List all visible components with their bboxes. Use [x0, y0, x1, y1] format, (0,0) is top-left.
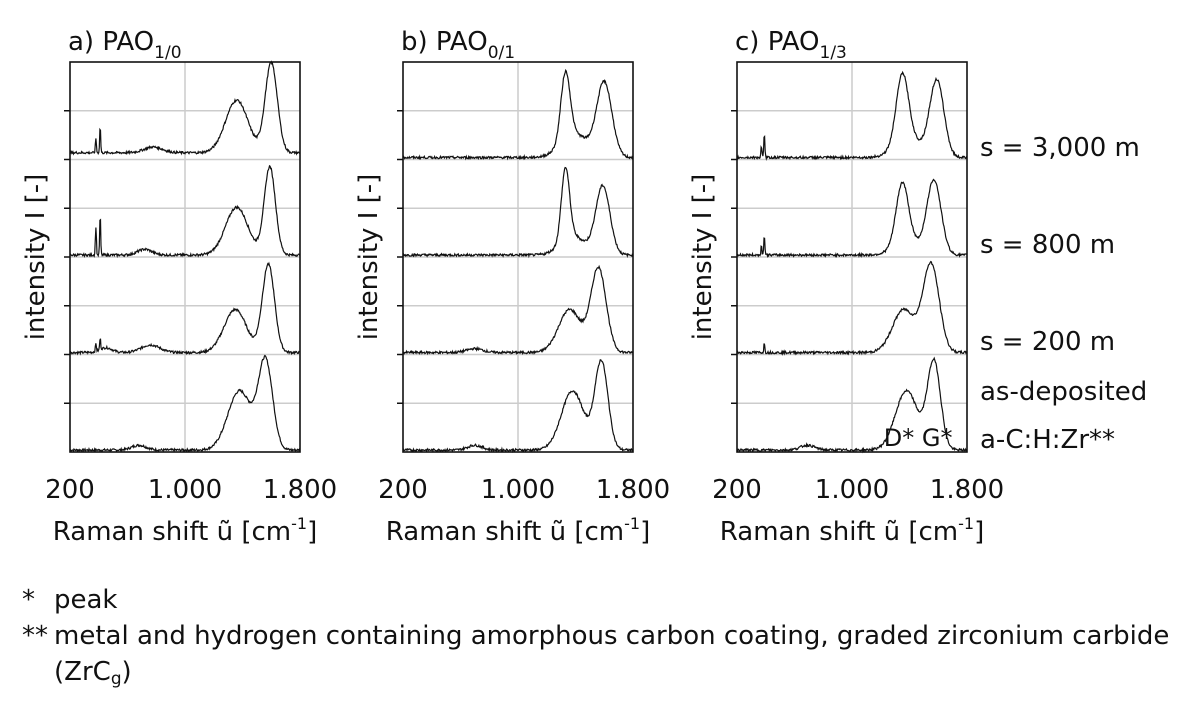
row-label-s3000: s = 3,000 m	[980, 133, 1140, 163]
footnote-1-text: peak	[54, 585, 118, 615]
footnote-1: * peak	[22, 582, 1169, 618]
chart-panel-1: 200 1.000 1.800 Raman shift ũ [cm-1] intensi…	[21, 27, 337, 547]
x-tick-label: 1.800	[930, 475, 1004, 505]
footnote-1-mark: *	[22, 585, 35, 615]
x-tick-label: 1.000	[815, 475, 889, 505]
panel-title: c) PAO1/3	[735, 27, 847, 63]
footnote-2-continuation: (ZrCg)	[22, 654, 1169, 690]
y-axis-label: intensity I [-]	[21, 174, 51, 341]
x-tick-label: 1.000	[148, 475, 222, 505]
footnote-2-cont-pre: (ZrC	[54, 657, 111, 687]
x-tick-label: 1.800	[263, 475, 337, 505]
footnote-2-cont-post: )	[121, 657, 132, 687]
spectrum-line-0	[69, 354, 301, 453]
row-label-as-deposited: as-deposited	[980, 377, 1147, 407]
x-tick-label: 1.000	[481, 475, 555, 505]
spectrum-line-2	[736, 178, 968, 259]
raman-figure: 200 1.000 1.800 Raman shift ũ [cm-1] intensi…	[21, 27, 1147, 547]
footnote-2-mark: **	[22, 621, 48, 651]
spectrum-line-2	[69, 164, 301, 259]
chart-panel-3: 200 1.000 1.800 Raman shift ũ [cm-1] intensi…	[688, 27, 1004, 547]
footnote-2-cont-sub: g	[110, 668, 122, 689]
x-axis-label: Raman shift ũ [cm-1]	[53, 514, 317, 547]
row-label-s200: s = 200 m	[980, 327, 1115, 357]
footnotes: * peak ** metal and hydrogen containing …	[22, 582, 1169, 690]
peak-annotation: D* G*	[884, 424, 953, 452]
x-tick-label: 200	[712, 475, 762, 505]
spectrum-line-3	[736, 70, 968, 161]
spectrum-line-1	[69, 261, 301, 356]
footnote-2: ** metal and hydrogen containing amorpho…	[22, 618, 1169, 654]
spectrum-line-3	[69, 60, 301, 156]
footnote-2-text: metal and hydrogen containing amorphous …	[54, 621, 1170, 651]
chart-panel-2: 200 1.000 1.800 Raman shift ũ [cm-1] intensi…	[354, 27, 670, 547]
x-axis-label: Raman shift ũ [cm-1]	[720, 514, 984, 547]
panel-title: a) PAO1/0	[68, 27, 182, 63]
x-axis-label: Raman shift ũ [cm-1]	[386, 514, 650, 547]
row-label-coating: a-C:H:Zr**	[980, 425, 1115, 455]
panel-title: b) PAO0/1	[401, 27, 515, 63]
y-axis-label: intensity I [-]	[688, 174, 718, 341]
row-labels: s = 3,000 m s = 800 m s = 200 m as-depos…	[980, 133, 1147, 455]
x-tick-label: 1.800	[596, 475, 670, 505]
x-tick-label: 200	[378, 475, 428, 505]
spectrum-line-0	[736, 356, 968, 454]
y-axis-label: intensity I [-]	[354, 174, 384, 341]
spectrum-line-1	[402, 264, 634, 356]
spectrum-line-1	[736, 260, 968, 357]
spectrum-line-3	[402, 68, 634, 161]
row-label-s800: s = 800 m	[980, 230, 1115, 260]
spectrum-line-0	[402, 359, 634, 454]
spectrum-line-2	[402, 166, 634, 259]
x-tick-label: 200	[45, 475, 95, 505]
